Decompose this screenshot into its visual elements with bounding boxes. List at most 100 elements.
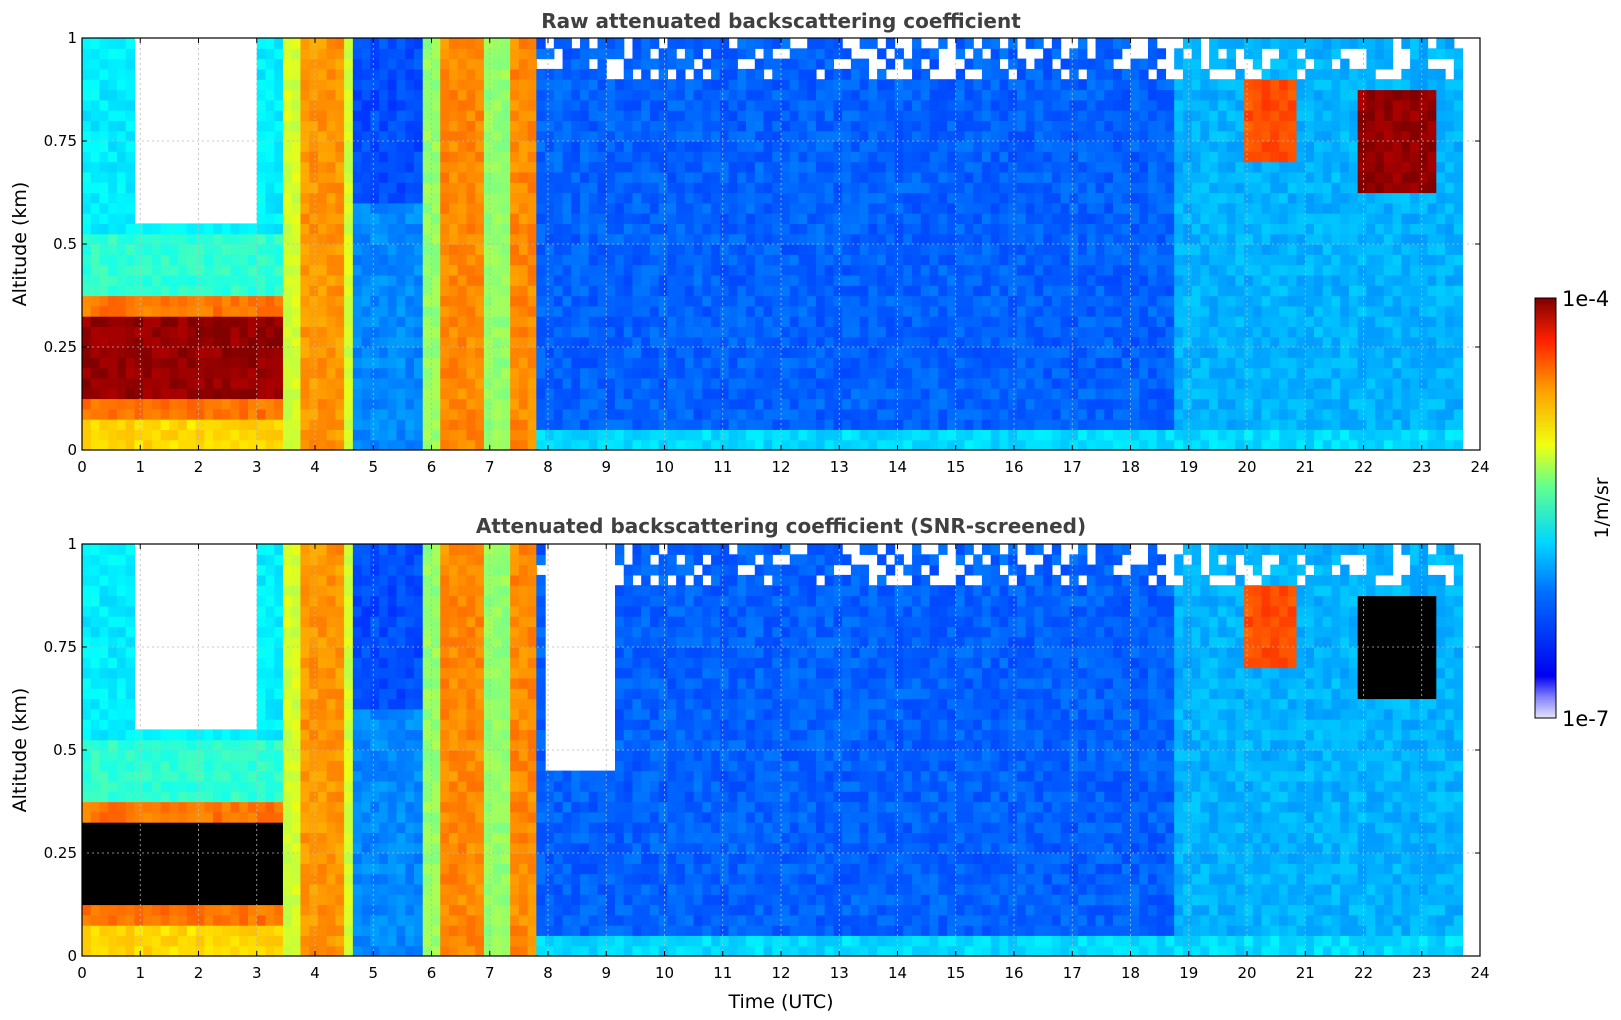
- heatmap-cell: [728, 130, 738, 142]
- heatmap-cell: [850, 79, 861, 91]
- heatmap-cell: [1191, 264, 1201, 276]
- heatmap-cell: [1182, 254, 1193, 266]
- heatmap-cell: [562, 244, 572, 255]
- heatmap-cell: [1060, 439, 1070, 450]
- heatmap-cell: [274, 264, 284, 276]
- heatmap-cell: [1217, 79, 1228, 91]
- heatmap-cell: [1104, 398, 1114, 410]
- heatmap-cell: [291, 316, 302, 327]
- heatmap-cell: [833, 408, 843, 420]
- heatmap-cell: [1034, 357, 1044, 369]
- heatmap-cell: [99, 419, 109, 430]
- heatmap-cell: [431, 202, 441, 214]
- heatmap-cell: [1043, 79, 1053, 91]
- heatmap-cell: [1104, 233, 1114, 245]
- heatmap-cell: [317, 192, 328, 204]
- heatmap-cell: [1147, 244, 1158, 255]
- heatmap-cell: [763, 202, 773, 214]
- heatmap-cell: [824, 295, 835, 307]
- heatmap-cell: [632, 305, 642, 317]
- heatmap-cell: [754, 398, 765, 410]
- heatmap-cell: [754, 285, 765, 297]
- heatmap-cell: [562, 233, 572, 245]
- heatmap-cell: [999, 233, 1009, 245]
- heatmap-cell: [789, 161, 800, 173]
- heatmap-cell: [335, 367, 345, 379]
- heatmap-cell: [282, 38, 293, 49]
- heatmap-cell: [352, 254, 363, 266]
- heatmap-cell: [815, 274, 826, 286]
- heatmap-cell: [125, 223, 136, 235]
- heatmap-cell: [580, 244, 590, 255]
- heatmap-cell: [492, 171, 502, 183]
- heatmap-cell: [99, 367, 109, 379]
- heatmap-cell: [545, 408, 555, 420]
- heatmap-cell: [1209, 285, 1219, 297]
- heatmap-cell: [728, 254, 738, 266]
- heatmap-cell: [501, 99, 511, 111]
- heatmap-cell: [510, 264, 520, 276]
- heatmap-cell: [143, 233, 153, 245]
- heatmap-cell: [1008, 99, 1018, 111]
- heatmap-cell: [1226, 388, 1236, 400]
- heatmap-cell: [877, 347, 887, 358]
- heatmap-cell: [230, 367, 240, 379]
- heatmap-cell: [807, 305, 817, 317]
- heatmap-cell: [1209, 79, 1219, 91]
- heatmap-cell: [282, 377, 293, 389]
- heatmap-cell: [186, 285, 197, 297]
- heatmap-cell: [90, 233, 101, 245]
- heatmap-cell: [815, 89, 826, 101]
- heatmap-cell: [1069, 202, 1079, 214]
- heatmap-cell: [658, 244, 669, 255]
- heatmap-cell: [1104, 244, 1114, 255]
- heatmap-cell: [981, 326, 992, 338]
- heatmap-cell: [1121, 285, 1132, 297]
- heatmap-cell: [370, 254, 380, 266]
- heatmap-cell: [815, 120, 826, 132]
- heatmap-cell: [527, 367, 537, 379]
- heatmap-cell: [143, 244, 153, 255]
- heatmap-cell: [545, 120, 555, 132]
- heatmap-cell: [981, 182, 992, 194]
- heatmap-cell: [1235, 192, 1245, 204]
- heatmap-cell: [317, 171, 328, 183]
- heatmap-cell: [1244, 151, 1254, 163]
- heatmap-cell: [422, 274, 433, 286]
- heatmap-cell: [1078, 316, 1088, 327]
- heatmap-cell: [868, 233, 878, 245]
- heatmap-cell: [1086, 398, 1097, 410]
- heatmap-cell: [387, 233, 398, 245]
- heatmap-cell: [475, 254, 485, 266]
- heatmap-cell: [641, 316, 651, 327]
- heatmap-cell: [518, 161, 529, 173]
- heatmap-cell: [265, 336, 275, 348]
- heatmap-cell: [1209, 377, 1219, 389]
- heatmap-cell: [1226, 347, 1236, 358]
- heatmap-cell: [440, 305, 450, 317]
- heatmap-cell: [414, 388, 424, 400]
- heatmap-cell: [169, 388, 179, 400]
- heatmap-cell: [807, 79, 817, 91]
- heatmap-cell: [317, 326, 328, 338]
- heatmap-cell: [1182, 367, 1193, 379]
- heatmap-cell: [492, 48, 502, 60]
- heatmap-cell: [466, 110, 476, 121]
- heatmap-cell: [912, 192, 922, 204]
- heatmap-cell: [90, 99, 101, 111]
- heatmap-cell: [754, 439, 765, 450]
- heatmap-cell: [1147, 419, 1158, 430]
- heatmap-cell: [746, 377, 756, 389]
- heatmap-cell: [195, 419, 205, 430]
- heatmap-cell: [1182, 285, 1193, 297]
- heatmap-cell: [344, 161, 354, 173]
- heatmap-cell: [938, 357, 948, 369]
- heatmap-cell: [973, 48, 983, 60]
- heatmap-cell: [597, 388, 607, 400]
- heatmap-cell: [361, 79, 371, 91]
- heatmap-cell: [483, 305, 494, 317]
- heatmap-cell: [108, 202, 118, 214]
- heatmap-cell: [1034, 244, 1044, 255]
- heatmap-cell: [221, 244, 232, 255]
- heatmap-cell: [868, 439, 878, 450]
